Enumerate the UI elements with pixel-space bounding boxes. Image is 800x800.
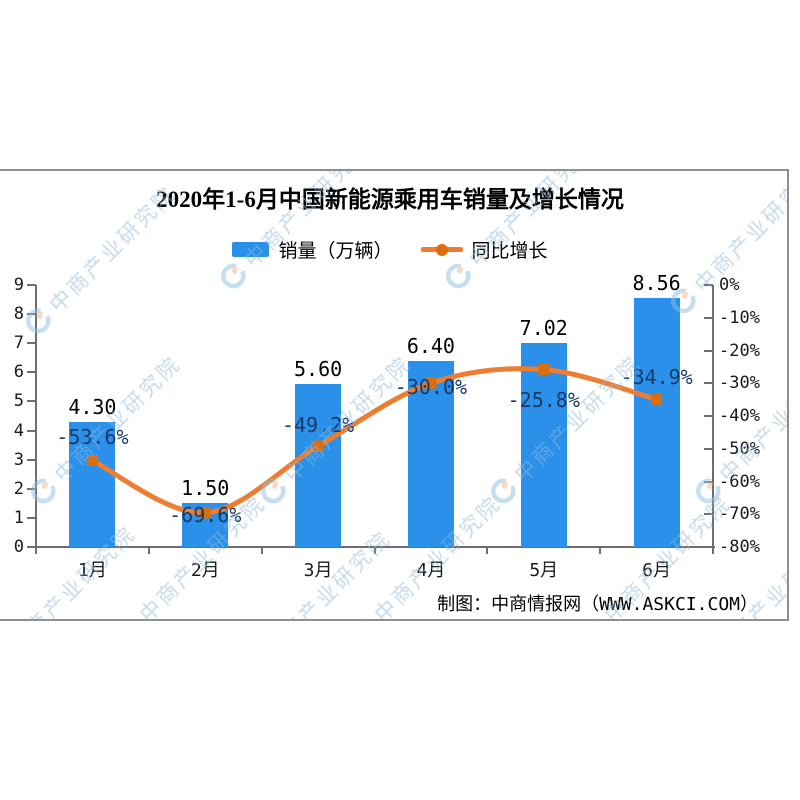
growth-value-label: -49.2% <box>281 413 355 438</box>
sales-bar <box>633 297 680 547</box>
left-axis-label: 6 <box>13 362 24 383</box>
x-axis-tick <box>486 547 489 554</box>
right-axis-label: 0% <box>719 275 740 295</box>
right-axis-label: -40% <box>719 406 760 426</box>
left-axis-tick <box>27 284 36 286</box>
growth-value-label: -53.6% <box>56 424 129 449</box>
right-axis-label: -20% <box>719 340 760 361</box>
left-axis-tick <box>27 313 36 316</box>
x-axis-tick <box>260 547 263 554</box>
sales-value-label: 1.50 <box>181 476 230 501</box>
credit-line: 制图：中商情报网（WWW.ASKCI.COM） <box>437 594 758 615</box>
sales-value-label: 4.30 <box>68 394 117 419</box>
sales-value-label: 6.40 <box>406 333 455 358</box>
left-axis-tick <box>27 400 36 403</box>
chart-title: 2020年1-6月中国新能源乘用车销量及增长情况 <box>156 187 624 212</box>
x-axis-tick <box>147 547 150 554</box>
left-axis-label: 9 <box>13 275 24 295</box>
left-axis-label: 2 <box>13 478 24 499</box>
right-axis-label: -50% <box>719 438 760 459</box>
legend-bar-label: 销量（万辆） <box>278 241 393 262</box>
left-axis-tick <box>27 546 36 548</box>
legend: 销量（万辆） 同比增长 <box>0 236 780 263</box>
right-axis-tick <box>704 316 713 319</box>
sales-bar <box>520 342 567 547</box>
right-axis-tick <box>704 415 713 417</box>
left-axis-tick <box>27 458 36 461</box>
right-axis-tick <box>704 382 713 385</box>
sales-value-label: 8.56 <box>632 270 681 295</box>
left-axis-label: 7 <box>13 333 24 354</box>
x-axis-tick <box>599 547 602 554</box>
sales-value-label: 5.60 <box>293 356 343 381</box>
growth-value-label: -25.8% <box>507 388 580 413</box>
x-axis-tick <box>712 547 714 554</box>
sales-value-label: 7.02 <box>519 315 568 340</box>
right-axis-label: -70% <box>719 504 760 525</box>
x-axis-label: 6月 <box>642 560 671 581</box>
left-axis-tick <box>27 429 36 432</box>
left-y-axis <box>35 285 37 547</box>
legend-bar-swatch-icon <box>232 242 270 257</box>
x-axis-label: 1月 <box>77 560 107 581</box>
right-axis-tick <box>704 480 713 483</box>
growth-value-label: -34.9% <box>620 365 693 390</box>
legend-line-dot-icon <box>435 243 448 256</box>
legend-line-swatch-icon <box>420 243 463 256</box>
right-y-axis <box>712 285 714 547</box>
left-axis-label: 1 <box>13 507 24 528</box>
left-axis-label: 5 <box>13 391 24 412</box>
right-axis-label: -10% <box>719 307 760 328</box>
x-axis-label: 3月 <box>303 560 333 581</box>
left-axis-label: 0 <box>13 537 24 557</box>
left-axis-label: 3 <box>13 449 24 470</box>
x-axis-tick <box>35 547 37 554</box>
right-axis-label: -30% <box>719 373 760 394</box>
right-axis-label: -60% <box>719 471 760 492</box>
x-axis-label: 2月 <box>190 560 220 581</box>
growth-value-label: -30.0% <box>394 375 468 400</box>
chart-panel <box>0 169 789 621</box>
legend-line-label: 同比增长 <box>471 241 548 262</box>
left-axis-tick <box>27 342 36 345</box>
x-axis-tick <box>373 547 376 554</box>
left-axis-tick <box>27 371 36 374</box>
x-axis <box>27 546 715 548</box>
left-axis-label: 8 <box>13 304 24 325</box>
right-axis-tick <box>704 447 713 450</box>
sales-bar <box>295 383 342 547</box>
right-axis-tick <box>704 513 713 516</box>
x-axis-label: 4月 <box>416 560 446 581</box>
right-axis-tick <box>704 349 713 352</box>
right-axis-label: -80% <box>719 537 760 557</box>
growth-value-label: -69.6% <box>169 502 242 527</box>
right-axis-tick <box>704 546 713 548</box>
x-axis-label: 5月 <box>529 560 559 581</box>
left-axis-tick <box>27 487 36 490</box>
right-axis-tick <box>704 284 713 286</box>
left-axis-tick <box>27 516 36 519</box>
left-axis-label: 4 <box>13 420 24 441</box>
